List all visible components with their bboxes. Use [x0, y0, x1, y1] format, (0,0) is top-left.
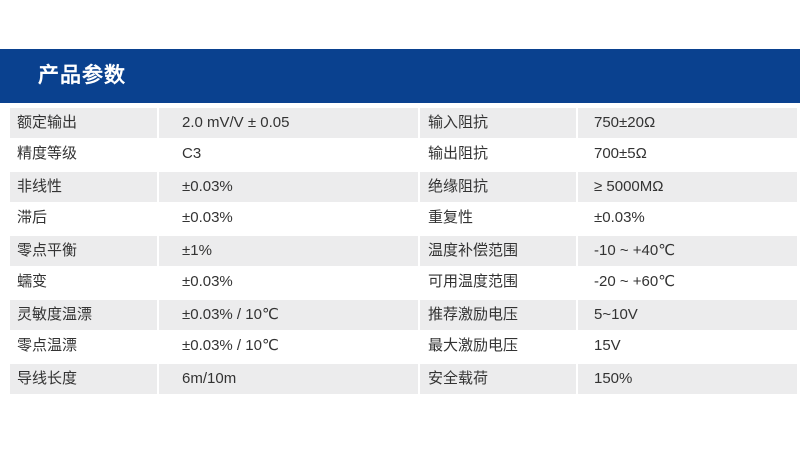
param-label: 精度等级: [10, 138, 157, 170]
column-divider: [418, 170, 420, 202]
table-row: 蠕变 ±0.03% 可用温度范围 -20 ~ +60℃: [10, 266, 797, 298]
param-value: ±0.03%: [159, 202, 418, 234]
section-header-bar: 产品参数: [0, 49, 800, 103]
column-divider: [157, 138, 159, 170]
column-divider: [157, 330, 159, 362]
table-row: 灵敏度温漂 ±0.03% / 10℃ 推荐激励电压 5~10V: [10, 298, 797, 330]
param-value: 2.0 mV/V ± 0.05: [159, 106, 418, 138]
table-row: 额定输出 2.0 mV/V ± 0.05 输入阻抗 750±20Ω: [10, 106, 797, 138]
param-value: ±1%: [159, 234, 418, 266]
param-label: 零点温漂: [10, 330, 157, 362]
table-row: 零点温漂 ±0.03% / 10℃ 最大激励电压 15V: [10, 330, 797, 362]
table-row: 非线性 ±0.03% 绝缘阻抗 ≥ 5000MΩ: [10, 170, 797, 202]
column-divider: [576, 138, 578, 170]
column-divider: [157, 298, 159, 330]
column-divider: [576, 202, 578, 234]
column-divider: [157, 266, 159, 298]
column-divider: [157, 106, 159, 138]
param-label: 导线长度: [10, 362, 157, 394]
column-divider: [576, 266, 578, 298]
column-divider: [418, 330, 420, 362]
param-value: 750±20Ω: [578, 106, 797, 138]
param-value: ±0.03% / 10℃: [159, 298, 418, 330]
param-label: 绝缘阻抗: [420, 170, 576, 202]
param-label: 温度补偿范围: [420, 234, 576, 266]
param-label: 重复性: [420, 202, 576, 234]
table-row: 精度等级 C3 输出阻抗 700±5Ω: [10, 138, 797, 170]
param-value: ≥ 5000MΩ: [578, 170, 797, 202]
param-value: 15V: [578, 330, 797, 362]
param-label: 输出阻抗: [420, 138, 576, 170]
column-divider: [576, 330, 578, 362]
table-row: 零点平衡 ±1% 温度补偿范围 -10 ~ +40℃: [10, 234, 797, 266]
param-label: 额定输出: [10, 106, 157, 138]
param-label: 蠕变: [10, 266, 157, 298]
column-divider: [157, 202, 159, 234]
param-label: 安全载荷: [420, 362, 576, 394]
column-divider: [418, 106, 420, 138]
table-row: 滞后 ±0.03% 重复性 ±0.03%: [10, 202, 797, 234]
param-value: -10 ~ +40℃: [578, 234, 797, 266]
column-divider: [418, 202, 420, 234]
param-label: 最大激励电压: [420, 330, 576, 362]
param-label: 输入阻抗: [420, 106, 576, 138]
column-divider: [576, 362, 578, 394]
column-divider: [418, 362, 420, 394]
column-divider: [576, 234, 578, 266]
param-value: 150%: [578, 362, 797, 394]
spec-table: 额定输出 2.0 mV/V ± 0.05 输入阻抗 750±20Ω 精度等级 C…: [10, 106, 797, 394]
param-label: 推荐激励电压: [420, 298, 576, 330]
section-title: 产品参数: [38, 64, 126, 87]
column-divider: [157, 170, 159, 202]
column-divider: [576, 106, 578, 138]
param-value: C3: [159, 138, 418, 170]
column-divider: [157, 234, 159, 266]
param-label: 滞后: [10, 202, 157, 234]
param-value: -20 ~ +60℃: [578, 266, 797, 298]
param-value: ±0.03% / 10℃: [159, 330, 418, 362]
column-divider: [576, 298, 578, 330]
table-row: 导线长度 6m/10m 安全载荷 150%: [10, 362, 797, 394]
param-label: 灵敏度温漂: [10, 298, 157, 330]
param-label: 非线性: [10, 170, 157, 202]
param-label: 零点平衡: [10, 234, 157, 266]
param-value: 6m/10m: [159, 362, 418, 394]
column-divider: [418, 298, 420, 330]
param-label: 可用温度范围: [420, 266, 576, 298]
column-divider: [576, 170, 578, 202]
param-value: ±0.03%: [159, 266, 418, 298]
column-divider: [418, 234, 420, 266]
column-divider: [418, 138, 420, 170]
column-divider: [418, 266, 420, 298]
param-value: ±0.03%: [159, 170, 418, 202]
column-divider: [157, 362, 159, 394]
param-value: 5~10V: [578, 298, 797, 330]
param-value: ±0.03%: [578, 202, 797, 234]
param-value: 700±5Ω: [578, 138, 797, 170]
